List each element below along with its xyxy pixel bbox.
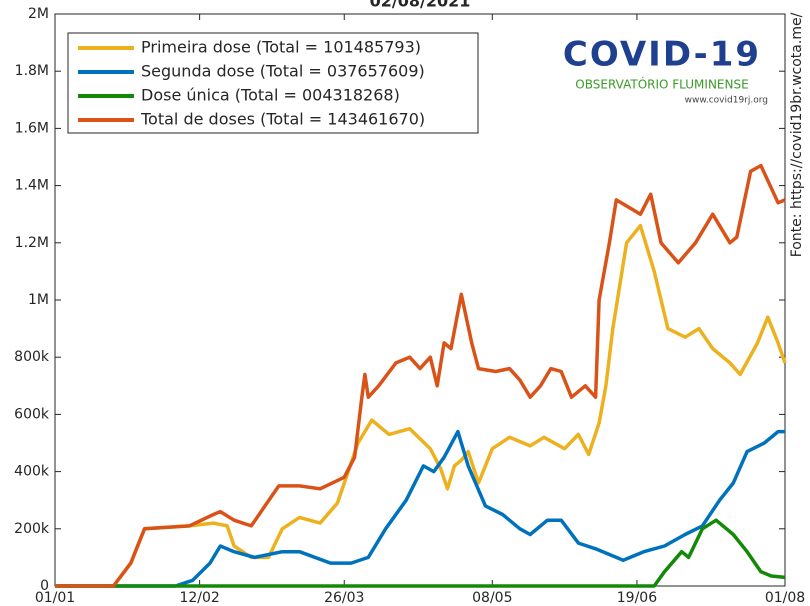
x-tick-label: 01/08 bbox=[765, 590, 805, 606]
y-tick-label: 600k bbox=[14, 406, 50, 422]
x-tick-label: 08/05 bbox=[472, 590, 512, 606]
y-tick-label: 800k bbox=[14, 349, 50, 365]
x-tick-label: 19/06 bbox=[617, 590, 657, 606]
series-line bbox=[55, 223, 787, 588]
x-tick-label: 12/02 bbox=[179, 590, 219, 606]
y-tick-label: 1M bbox=[28, 292, 49, 308]
legend-label: Total de doses (Total = 143461670) bbox=[140, 110, 425, 129]
y-tick-label: 1.6M bbox=[15, 120, 49, 136]
chart-title: 02/08/2021 bbox=[370, 0, 471, 11]
y-tick-label: 1.4M bbox=[15, 178, 49, 194]
series-line bbox=[55, 429, 785, 588]
y-tick-label: 2M bbox=[28, 6, 49, 22]
y-tick-label: 1.2M bbox=[15, 235, 49, 251]
logo-title: COVID-19 bbox=[563, 35, 761, 75]
logo-subtitle: OBSERVATÓRIO FLUMINENSE bbox=[575, 77, 748, 92]
legend bbox=[67, 32, 479, 134]
legend-label: Segunda dose (Total = 037657609) bbox=[141, 62, 425, 81]
source: Fonte: https://covid19br.wcota.me/ bbox=[789, 12, 805, 257]
x-tick-label: 26/03 bbox=[324, 590, 364, 606]
series-line bbox=[55, 163, 786, 588]
series-line bbox=[55, 518, 786, 588]
y-tick-label: 1.8M bbox=[15, 63, 49, 79]
y-tick-label: 200k bbox=[14, 521, 50, 537]
logo-url: www.covid19rj.org bbox=[685, 96, 768, 106]
x-tick-label: 01/01 bbox=[35, 590, 75, 606]
y-tick-label: 400k bbox=[14, 464, 50, 480]
y-tick-label: 0 bbox=[40, 578, 49, 594]
legend-label: Primeira dose (Total = 101485793) bbox=[141, 38, 421, 57]
legend-label: Dose única (Total = 004318268) bbox=[141, 86, 400, 105]
